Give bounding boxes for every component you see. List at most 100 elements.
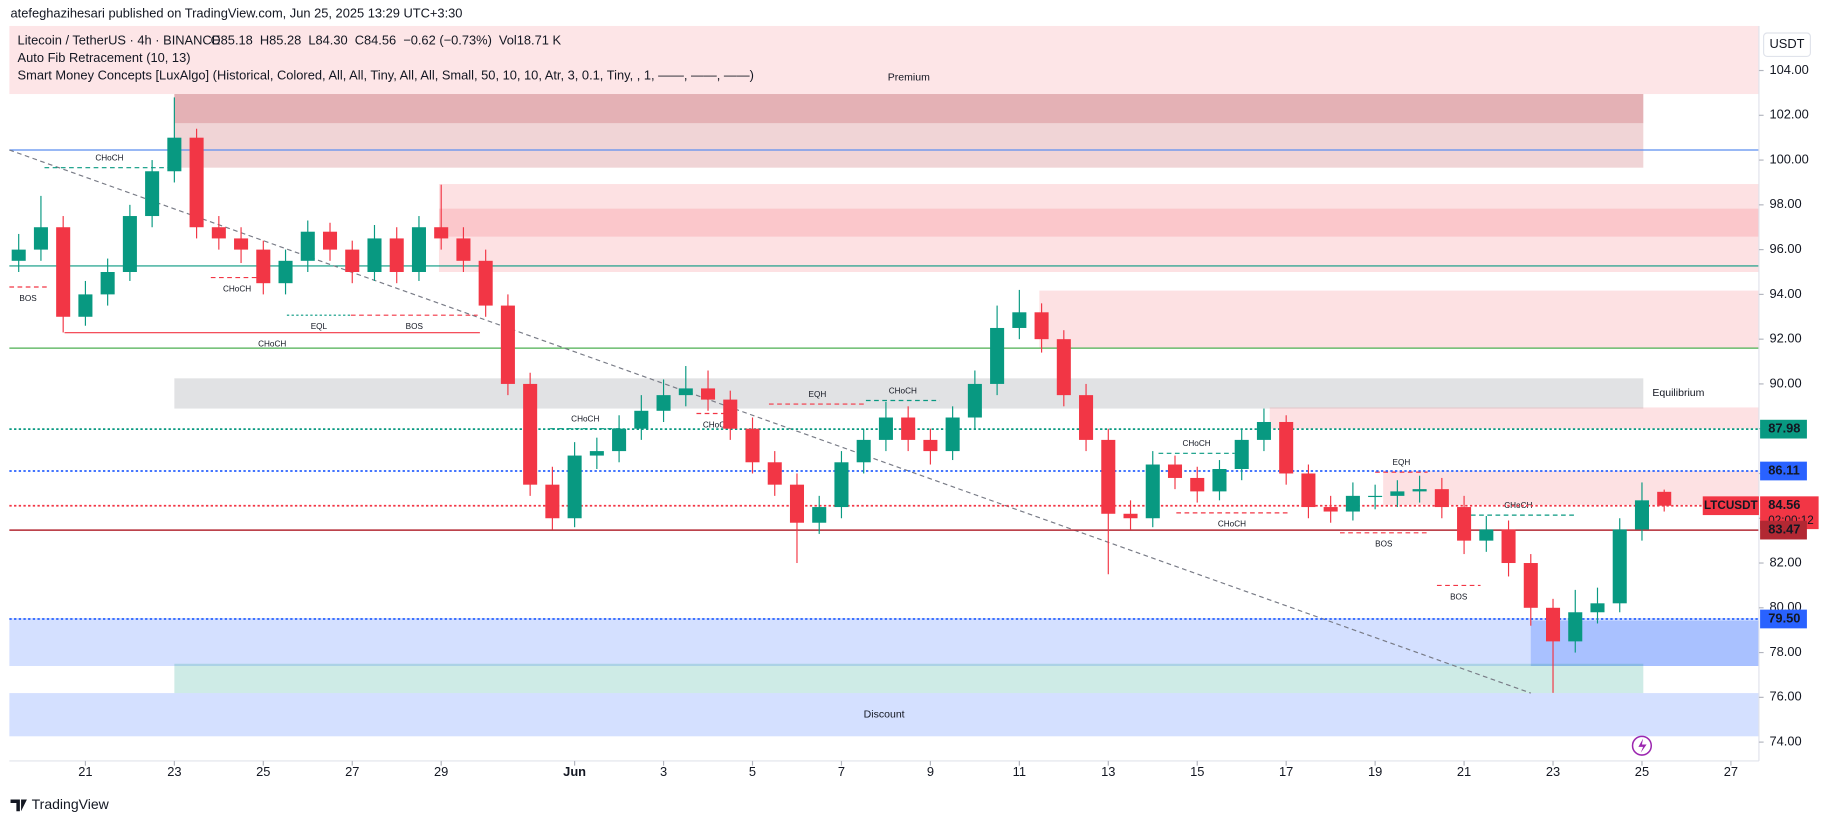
- candle-body: [812, 507, 827, 523]
- x-tick-label: 13: [1101, 764, 1115, 779]
- x-tick-label: 25: [1635, 764, 1649, 779]
- structure-label: CHoCH: [258, 340, 286, 349]
- y-tick-label: 104.00: [1769, 62, 1808, 77]
- zone: [1039, 290, 1759, 349]
- candle-body: [78, 294, 93, 317]
- candle-body: [634, 410, 649, 429]
- x-tick-label: 19: [1368, 764, 1382, 779]
- candle-body: [278, 260, 293, 284]
- zone: [9, 693, 1759, 737]
- ohlc-value: O85.18: [211, 33, 253, 48]
- zone: [174, 378, 1644, 409]
- candle-body: [1523, 563, 1538, 608]
- candle-body: [300, 231, 315, 261]
- currency[interactable]: USDT: [1770, 36, 1805, 51]
- zone: [9, 25, 1759, 95]
- candle-body: [211, 227, 226, 239]
- candle-body: [1568, 612, 1583, 642]
- candle-body: [1234, 439, 1249, 469]
- candle-body: [1123, 513, 1138, 519]
- symbol-tag-text: LTCUSDT: [1704, 499, 1759, 512]
- trendline: [9, 149, 1531, 694]
- x-tick-label: 23: [1546, 764, 1560, 779]
- x-tick-label: 5: [749, 764, 756, 779]
- alert-bolt: [1638, 738, 1647, 753]
- candle-body: [1190, 477, 1205, 492]
- candle-body: [145, 171, 160, 217]
- structure-label: CHoCH: [95, 153, 123, 162]
- logo-mark: [10, 799, 27, 812]
- candle-body: [1479, 529, 1494, 541]
- structure-label: CHoCH: [223, 284, 251, 293]
- price-tag: [1760, 520, 1807, 540]
- candle-body: [612, 428, 627, 452]
- y-tick-label: 76.00: [1769, 689, 1801, 704]
- candle-body: [1412, 489, 1427, 492]
- y-tick-label: 98.00: [1769, 196, 1801, 211]
- candle-body: [122, 216, 137, 273]
- structure-label: BOS: [19, 294, 37, 303]
- candle-body: [1634, 500, 1649, 530]
- candle-body: [967, 383, 982, 418]
- zone: [9, 618, 1759, 666]
- candle-body: [1167, 464, 1183, 478]
- candle-body: [1212, 468, 1227, 492]
- zone: [174, 94, 1644, 168]
- candle-body: [1457, 507, 1472, 541]
- currency-box[interactable]: [1763, 32, 1812, 57]
- price-tag-text: 87.98: [1768, 421, 1800, 436]
- price-tag-text: 86.11: [1768, 462, 1799, 477]
- structure-label: CHoCH: [889, 386, 917, 395]
- candle-body: [701, 388, 716, 400]
- candle-body: [923, 439, 938, 452]
- candle-body: [1056, 339, 1071, 396]
- candle-body: [789, 484, 805, 523]
- ohlc-value: Vol18.71 K: [499, 33, 562, 48]
- candle-body: [1079, 395, 1094, 440]
- candle-body: [189, 137, 204, 228]
- candle-body: [990, 327, 1005, 384]
- x-tick-label: 21: [78, 764, 92, 779]
- y-tick-label: 92.00: [1769, 331, 1801, 346]
- candle-body: [256, 249, 271, 284]
- y-tick-label: 74.00: [1769, 734, 1801, 749]
- candle-body: [234, 238, 249, 250]
- candle-body: [389, 238, 404, 273]
- x-tick-label: 21: [1457, 764, 1471, 779]
- candle-body: [1301, 473, 1316, 508]
- zone: [1530, 620, 1759, 666]
- candle-body: [33, 227, 48, 250]
- x-tick-label: 7: [838, 764, 845, 779]
- candle-body: [478, 260, 493, 306]
- x-tick-label: 23: [167, 764, 181, 779]
- y-tick-label: 90.00: [1769, 375, 1801, 390]
- y-tick-label: 102.00: [1769, 107, 1808, 122]
- candle-body: [11, 249, 26, 261]
- candle-body: [456, 238, 471, 261]
- price-tag-text: 84.56: [1768, 497, 1800, 512]
- x-tick-label: 25: [256, 764, 270, 779]
- candle-body: [1501, 529, 1516, 564]
- structure-label: BOS: [1375, 540, 1393, 549]
- candle-body: [1545, 607, 1561, 642]
- price-tag-text: 79.50: [1768, 610, 1800, 625]
- structure-label: BOS: [406, 322, 424, 331]
- structure-label: CHoCH: [571, 414, 599, 423]
- structure-label: EQH: [1392, 458, 1410, 467]
- candle-body: [411, 227, 426, 273]
- y-tick-label: 100.00: [1769, 151, 1808, 166]
- candle-body: [1012, 312, 1027, 328]
- candle-body: [1657, 491, 1672, 506]
- structure-label: CHoCH: [1182, 439, 1210, 448]
- ohlc-value: −0.62 (−0.73%): [403, 33, 492, 48]
- indicator: Auto Fib Retracement (10, 13): [18, 50, 191, 65]
- candle-body: [523, 383, 538, 485]
- x-tick-label: 9: [927, 764, 934, 779]
- x-tick-label: 27: [345, 764, 359, 779]
- candle-body: [434, 227, 449, 239]
- price-tag-text: 83.47: [1768, 522, 1800, 537]
- candle-body: [856, 439, 871, 463]
- candle-body: [945, 417, 960, 452]
